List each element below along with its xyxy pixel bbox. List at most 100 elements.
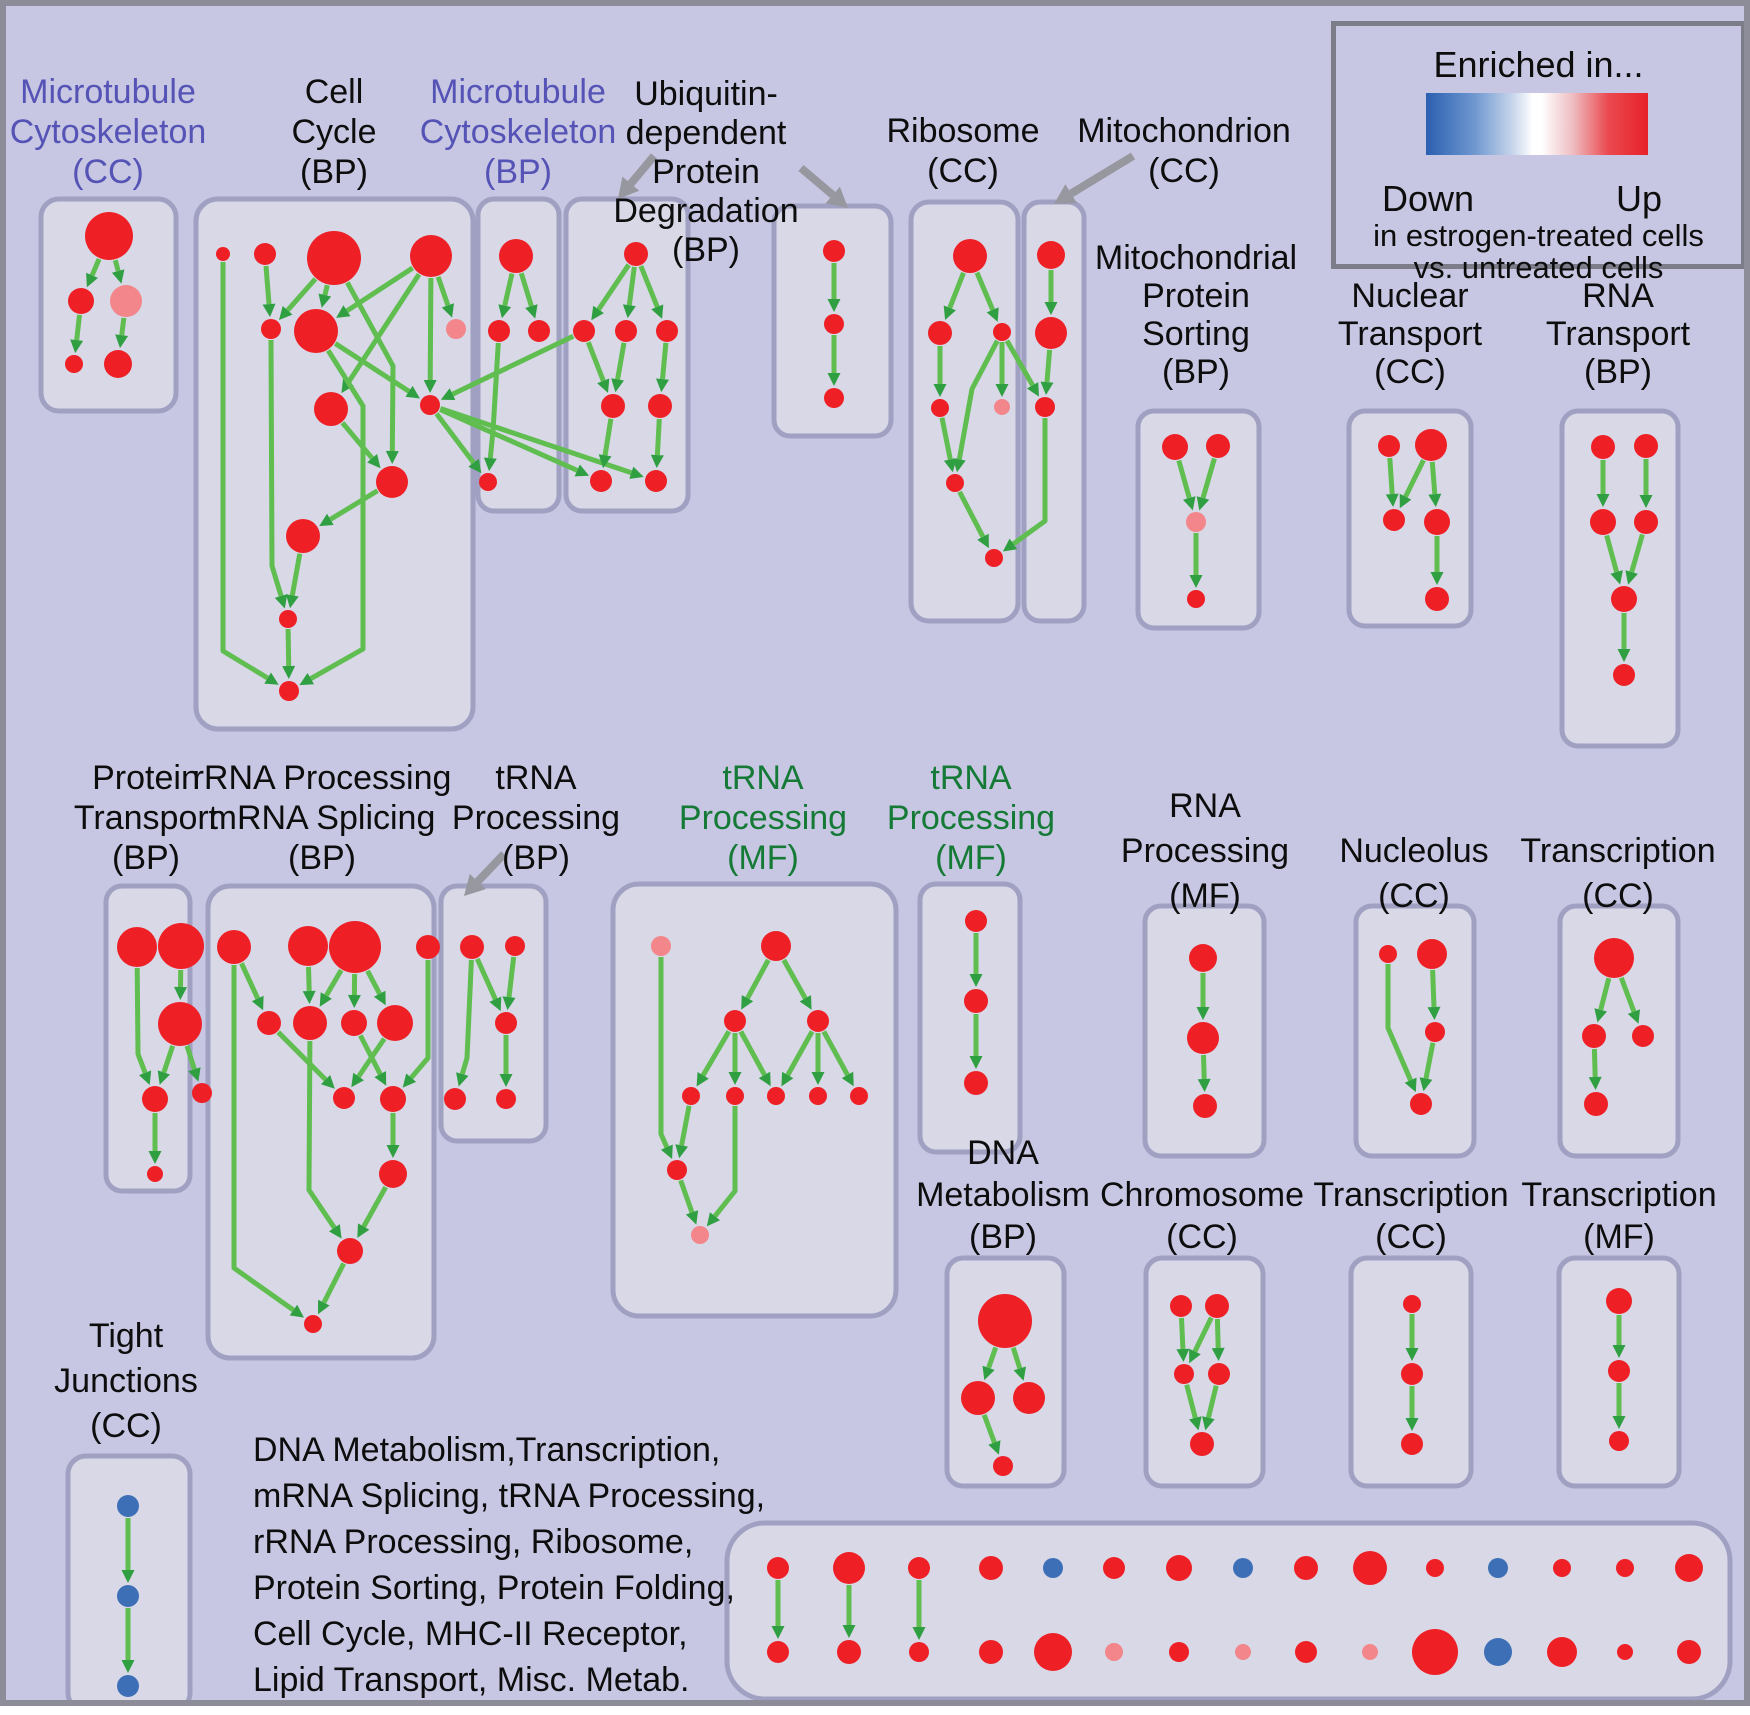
legend: Enriched in... Down Up in estrogen-treat… [1331, 21, 1744, 285]
edge-rr.a13-to-rr.a14 [321, 1262, 346, 1304]
node-ch-h4 [1208, 1363, 1230, 1385]
transcription-cc3-label: Transcription (CC) [1313, 1176, 1509, 1256]
strip-node-top-14 [1675, 1554, 1703, 1582]
node-dm-d4 [993, 1456, 1013, 1476]
strip-edge-0-head [771, 1626, 785, 1639]
node-tbp-tb2 [505, 936, 525, 956]
edge-cc.n3-to-cc.n6 [322, 284, 330, 296]
cluster-box-nucleolus-cc [1353, 903, 1477, 1159]
node-tmf-z5 [682, 1087, 700, 1105]
edge-rib.r3-to-rib.r6-head [952, 458, 966, 473]
edge-mps.s2-to-mps.s3 [1200, 457, 1217, 499]
edge-pt.p1-to-pt.p4-head [139, 1070, 152, 1085]
edge-rr.a3-to-rr.a8 [365, 969, 382, 995]
edge-ubq.m1-to-ubq.b1 [602, 418, 614, 456]
node-tc2-c2 [1582, 1024, 1606, 1048]
strip-node-bottom-2 [909, 1642, 929, 1662]
edge-nuo.l3-to-nuo.l4-head [1419, 1077, 1433, 1092]
edge-rib.r3-to-mito.mt3 [1004, 339, 1035, 387]
node-ubq-m2 [648, 394, 672, 418]
edge-rr.a4-to-rr.a11-head [402, 1073, 417, 1088]
node-mtbp-g3 [528, 320, 550, 342]
cluster-box-transcription-cc-row2 [1557, 903, 1681, 1159]
node-ch-h3 [1174, 1364, 1194, 1384]
edge-rr.a3-to-rr.a7-head [347, 994, 361, 1008]
strip-node-top-13 [1616, 1559, 1634, 1577]
edge-dm.d2-to-dm.d4-head [988, 1440, 1001, 1455]
strip-node-bottom-1 [837, 1640, 861, 1664]
edge-ubq.m2-to-ubq.b2-head [650, 454, 664, 468]
node-tmf-z6 [726, 1087, 744, 1105]
node-tbp-tb5 [496, 1089, 516, 1109]
node-mtcc-C [110, 285, 142, 317]
node-tmf-z9 [850, 1087, 868, 1105]
edge-ubv.v1-to-ubv.v2-head [827, 299, 841, 312]
transcription-cc2-label: Transcription (CC) [1520, 831, 1716, 915]
edge-tmf.z3-to-tmf.z5-head [696, 1072, 709, 1087]
edge-cc.n6-to-cc.n9 [333, 341, 411, 394]
edge-ubq.t-to-ubq.u2 [626, 266, 637, 306]
node-cc-n5 [261, 319, 281, 339]
edge-rib.r4-to-rib.r6 [939, 417, 953, 460]
edge-cc.n11-to-cc.n12-head [285, 594, 299, 609]
node-cc-n6 [294, 309, 338, 353]
edge-ubq.t-to-ubq.u3 [638, 265, 660, 308]
edge-nt.q2-to-nt.q4 [1429, 461, 1438, 495]
edge-tms.y2-to-tms.y3-head [969, 1056, 983, 1069]
edge-tmf.z5-to-tmf.z10 [679, 1105, 692, 1146]
edge-rr.a11-to-rr.a12-head [386, 1145, 400, 1158]
node-ubv-v1 [823, 240, 845, 262]
edge-cc.n10-to-cc.n11-head [319, 513, 334, 527]
node-mito-mt3 [1035, 397, 1055, 417]
cell-cycle-label: Cell Cycle (BP) [291, 73, 377, 191]
edge-cc.n4-to-cc.n9 [427, 277, 434, 381]
node-ubq-u2 [615, 320, 637, 342]
edge-mps.s1-to-mps.s3 [1176, 459, 1192, 499]
node-tmf-z11 [691, 1226, 709, 1244]
edge-rt.w5-to-rt.w6-head [1617, 649, 1631, 662]
strip-node-top-4 [1043, 1558, 1063, 1578]
node-nt-q3 [1383, 509, 1405, 531]
node-tc3-e1 [1403, 1295, 1421, 1313]
edge-rp.k1-to-rp.k2-head [1196, 1007, 1210, 1020]
edge-cc.n8-to-cc.n10-head [367, 454, 381, 469]
node-tmf-z7 [767, 1087, 785, 1105]
cluster-box-trna-processing-mf-large [610, 881, 899, 1319]
edge-tmf.z3-to-tmf.z6-head [728, 1072, 742, 1085]
node-ch-h1 [1170, 1295, 1192, 1317]
edge-cc.n8-to-cc.n10 [340, 421, 375, 460]
edge-pt.p3-to-rr.a9 [184, 1045, 197, 1070]
edge-mtcc.A-to-mtcc.B [89, 258, 102, 277]
edge-nuo.l2-to-nuo.l3 [1430, 969, 1437, 1008]
edge-cc.n5-to-cc.n12-head [274, 594, 288, 609]
node-ubq-b2 [645, 470, 667, 492]
node-rp-k1 [1189, 944, 1217, 972]
edge-tmf.z3-to-tmf.z7-head [758, 1071, 771, 1087]
edge-mps.s1-to-mps.s3-head [1183, 496, 1196, 511]
node-rr-a2 [288, 926, 328, 966]
edge-mtbp.g1-to-mtbp.g3-head [525, 304, 538, 319]
node-nuo-l3 [1425, 1022, 1445, 1042]
strip-node-bottom-3 [979, 1640, 1003, 1664]
edge-rr.a6-to-rr.a13 [306, 1040, 337, 1230]
edge-tmf.z4-to-tmf.z9-head [841, 1071, 854, 1087]
edge-mtbp.g1-to-mtbp.g3 [518, 272, 534, 307]
edge-ch.h4-to-ch.h5 [1205, 1385, 1219, 1419]
edge-nuo.l1-to-nuo.l4-head [1404, 1077, 1417, 1093]
ubiquitin-callout-arrow-1 [627, 153, 658, 187]
node-dm-d2 [961, 1381, 995, 1415]
node-rib-r2 [928, 321, 952, 345]
strip-node-top-6 [1166, 1555, 1192, 1581]
edge-cc.n12-to-cc.n13-head [282, 665, 296, 679]
node-rr-a4 [416, 935, 440, 959]
strip-node-top-3 [979, 1556, 1003, 1580]
edge-ubv.v2-to-ubv.v3-head [827, 373, 841, 386]
edge-cc.n4-to-cc.n8 [346, 273, 422, 384]
nucleolus-label: Nucleolus (CC) [1339, 831, 1489, 915]
node-nuo-l4 [1410, 1093, 1432, 1115]
node-rp-k2 [1187, 1022, 1219, 1054]
edge-rib.r3-to-rib.r5-head [995, 384, 1009, 397]
edge-tms.y1-to-tms.y2-head [969, 974, 983, 987]
strip-node-bottom-12 [1547, 1637, 1577, 1667]
strip-node-bottom-8 [1295, 1641, 1317, 1663]
